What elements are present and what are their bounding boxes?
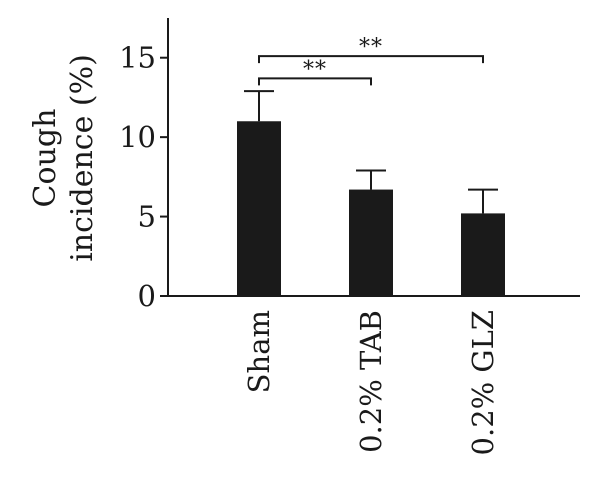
y-axis-title-line-1: Cough <box>28 109 63 208</box>
category-label: 0.2% TAB <box>354 310 388 453</box>
bar <box>461 213 505 296</box>
bar <box>349 189 393 296</box>
significance-label: ** <box>359 35 383 60</box>
y-tick-label: 0 <box>138 279 156 313</box>
significance-brackets: ** ** <box>258 35 484 86</box>
y-axis-title: Cough incidence (%) <box>28 54 100 262</box>
significance-bracket <box>258 77 372 86</box>
y-tick-label: 5 <box>138 200 156 234</box>
y-axis-title-line-2: incidence (%) <box>65 54 100 262</box>
category-label: Sham <box>242 310 276 393</box>
category-label: 0.2% GLZ <box>466 310 500 455</box>
significance-bracket <box>258 55 484 64</box>
axes: 0 5 10 15 <box>119 18 580 313</box>
category-labels: Sham 0.2% TAB 0.2% GLZ <box>242 310 500 455</box>
y-tick-label: 10 <box>119 120 156 154</box>
significance-label: ** <box>303 57 327 82</box>
bars <box>237 121 505 296</box>
error-bars <box>244 90 498 214</box>
y-tick-label: 15 <box>119 41 156 75</box>
bar <box>237 121 281 296</box>
